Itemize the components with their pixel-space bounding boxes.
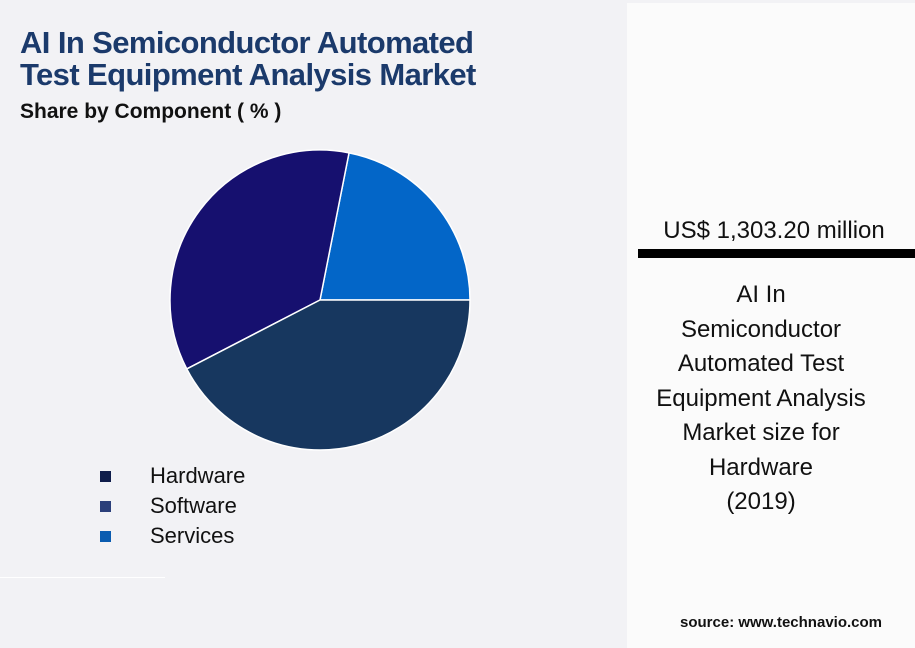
pie-chart [165, 145, 475, 455]
title-line-1: AI In Semiconductor Automated [20, 25, 474, 60]
legend-label-hardware: Hardware [150, 463, 246, 488]
source-credit: source: www.technavio.com [680, 614, 882, 631]
callout-panel: US$ 1,303.20 million AI In Semiconductor… [627, 3, 915, 648]
legend-label-services: Services [150, 523, 235, 548]
legend-label-software: Software [150, 493, 237, 518]
market-size-description: AI In Semiconductor Automated Test Equip… [656, 281, 866, 515]
chart-title: AI In Semiconductor Automated Test Equip… [20, 27, 476, 91]
legend-item-software: Software [100, 491, 245, 521]
pie-svg [169, 149, 471, 451]
legend-item-services: Services [100, 521, 245, 551]
chart-subtitle: Share by Component ( % ) [20, 100, 282, 123]
title-line-2: Test Equipment Analysis Market [20, 57, 476, 92]
pie-slice-services [319, 152, 471, 301]
pie-slice-hardware [186, 299, 471, 451]
legend-item-hardware: Hardware [100, 461, 245, 491]
legend: Hardware Software Services [100, 461, 245, 551]
legend-swatch-software [100, 500, 111, 512]
market-size-value: US$ 1,303.20 million [663, 217, 885, 244]
legend-swatch-hardware [100, 470, 111, 482]
divider-line [0, 577, 165, 578]
pie-slice-software [169, 149, 350, 370]
legend-swatch-services [100, 530, 111, 542]
value-underline-bar [638, 249, 915, 258]
